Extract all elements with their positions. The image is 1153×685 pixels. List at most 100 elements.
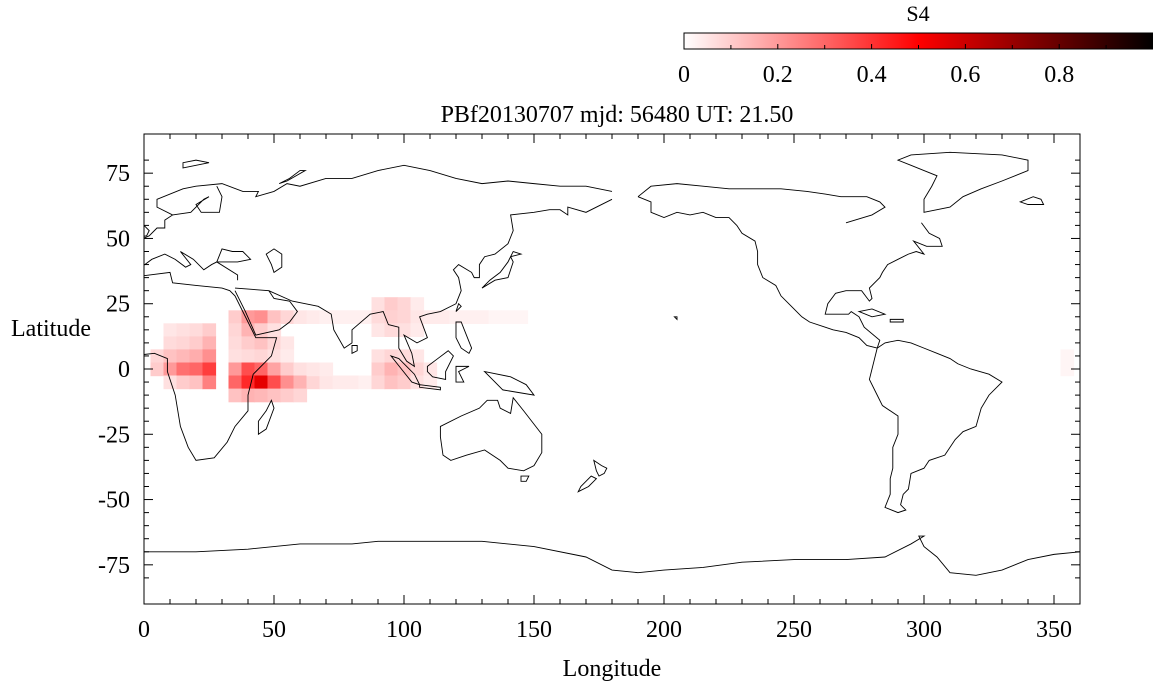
heatmap-cell xyxy=(150,362,165,377)
coastline-hawaii xyxy=(673,316,678,321)
x-tick-label: 50 xyxy=(262,617,286,643)
coastline-nz-north xyxy=(593,459,608,477)
coastline-britain xyxy=(144,224,150,237)
heatmap-cell xyxy=(163,362,178,377)
coastline-scandinavia xyxy=(172,186,223,216)
heatmap-cell xyxy=(254,323,269,337)
x-tick-label: 250 xyxy=(776,617,812,643)
coastline-south-america xyxy=(868,339,1003,514)
coastline-us-east xyxy=(824,222,943,349)
heatmap-cell xyxy=(267,336,282,351)
y-tick-label: 25 xyxy=(106,292,130,318)
heatmap-cell xyxy=(163,323,178,337)
heatmap-cell xyxy=(397,349,412,364)
heatmap-cell xyxy=(189,362,204,377)
colorbar-tick-label: 0.2 xyxy=(763,62,793,88)
heatmap-cell xyxy=(397,323,412,337)
coastline-mediterranean xyxy=(144,251,239,281)
colorbar: S4 0 0.2 0.4 0.6 0.8 xyxy=(678,1,1153,88)
heatmap-cell xyxy=(293,310,308,324)
heatmap-cell xyxy=(371,362,386,377)
heatmap-cell xyxy=(423,310,438,324)
coastline-philippines xyxy=(455,321,473,355)
coastline-hispaniola xyxy=(889,318,904,323)
heatmap-cell xyxy=(358,375,373,390)
heatmap-cell xyxy=(410,349,425,364)
heatmap-cell xyxy=(410,375,425,390)
heatmap-cell xyxy=(228,349,243,364)
chart-title: PBf20130707 mjd: 56480 UT: 21.50 xyxy=(441,102,794,128)
x-tick-label: 0 xyxy=(138,617,150,643)
heatmap-cell xyxy=(241,323,256,337)
heatmap-cell xyxy=(371,349,386,364)
heatmap-cell xyxy=(176,375,191,390)
colorbar-tick-label: 0.8 xyxy=(1044,62,1074,88)
heatmap-cells xyxy=(150,297,1075,403)
coastline-eurasia-south xyxy=(268,198,613,368)
x-axis-label: Longitude xyxy=(563,656,662,682)
coastline-japan xyxy=(481,250,523,289)
heatmap-cell xyxy=(345,310,360,324)
heatmap-cell xyxy=(280,375,295,390)
heatmap-cell xyxy=(293,388,308,403)
heatmap-cell xyxy=(228,310,243,324)
coastline-greenland xyxy=(896,151,1029,213)
y-tick-label: -75 xyxy=(98,553,130,579)
heatmap-cell xyxy=(345,375,360,390)
y-tick-label: 50 xyxy=(106,226,130,252)
coastline-srilanka xyxy=(351,345,358,355)
heatmap-cell xyxy=(319,362,334,377)
heatmap-cell xyxy=(410,310,425,324)
heatmap-cell xyxy=(267,388,282,403)
heatmap-cell xyxy=(176,336,191,351)
heatmap-cell xyxy=(488,310,503,324)
heatmap-cell xyxy=(410,362,425,377)
y-tick-label: 75 xyxy=(106,161,130,187)
heatmap-cell xyxy=(319,310,334,324)
heatmap-cell xyxy=(306,310,321,324)
heatmap-cell xyxy=(280,310,295,324)
coastline-cuba xyxy=(857,308,887,318)
coastline-north-america xyxy=(637,196,878,349)
heatmap-cell xyxy=(176,349,191,364)
heatmap-cell xyxy=(384,362,399,377)
coastline-eurasia-north xyxy=(144,164,613,239)
heatmap-cell xyxy=(163,349,178,364)
heatmap-cell xyxy=(189,349,204,364)
x-tick-label: 300 xyxy=(906,617,942,643)
heatmap-cell xyxy=(371,297,386,311)
heatmap-cell xyxy=(176,323,191,337)
coastline-australia xyxy=(439,396,543,472)
coastline-canada-north xyxy=(637,183,886,224)
coastline-madagascar xyxy=(257,399,275,436)
heatmap-cell xyxy=(384,310,399,324)
heatmap-cell xyxy=(306,362,321,377)
heatmap-cell xyxy=(267,323,282,337)
heatmap-cell xyxy=(241,362,256,377)
heatmap-cell xyxy=(228,375,243,390)
x-tick-label: 200 xyxy=(646,617,682,643)
heatmap-cell xyxy=(228,362,243,377)
heatmap-cell xyxy=(280,388,295,403)
heatmap-cell xyxy=(397,375,412,390)
heatmap-cell xyxy=(228,323,243,337)
coastline-sulawesi xyxy=(455,365,470,383)
coastline-newguinea xyxy=(483,370,536,396)
coastlines xyxy=(144,151,1080,576)
heatmap-cell xyxy=(306,375,321,390)
x-tick-label: 350 xyxy=(1036,617,1072,643)
colorbar-tick-label: 0.4 xyxy=(857,62,887,88)
heatmap-cell xyxy=(410,323,425,337)
heatmap-cell xyxy=(358,310,373,324)
heatmap-cell xyxy=(371,375,386,390)
colorbar-tick-label: 0.6 xyxy=(950,62,980,88)
coastline-novaya-zemlya xyxy=(278,170,307,185)
heatmap-cell xyxy=(189,375,204,390)
heatmap-cell xyxy=(384,323,399,337)
coastline-svalbard xyxy=(182,159,210,169)
heatmap-cell xyxy=(384,297,399,311)
coastline-nz-south xyxy=(577,475,598,493)
heatmap-cell xyxy=(189,323,204,337)
